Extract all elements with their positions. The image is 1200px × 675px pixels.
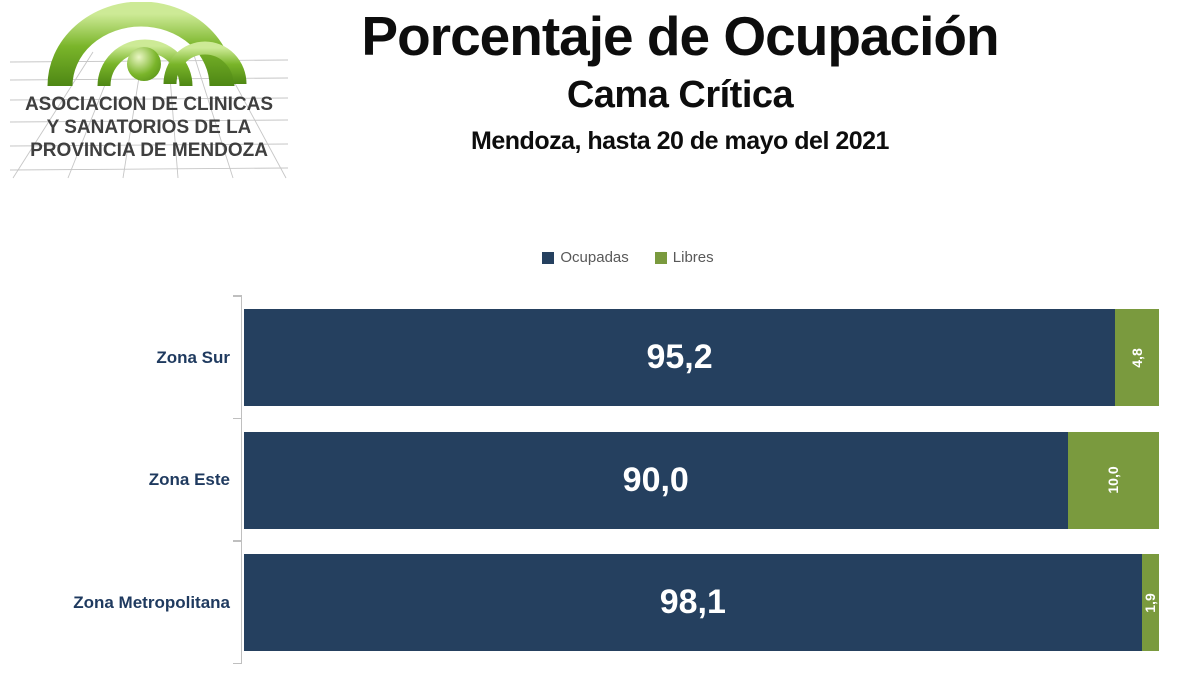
axis-tick: [233, 417, 242, 420]
axis-tick: [233, 295, 242, 297]
legend-item-libres: Libres: [654, 249, 714, 266]
logo-arches-icon: [47, 1, 247, 87]
bar-row-zona-metropolitana: Zona Metropolitana 98,1 1,9: [73, 554, 1159, 652]
logo-text-line-2: Y SANATORIOS DE LA: [47, 117, 252, 138]
bar-row-zona-este: Zona Este 90,0 10,0: [149, 431, 1159, 529]
legend-label-libres: Libres: [672, 249, 714, 266]
axis-tick: [233, 540, 242, 542]
bar-value-occupied: 98,1: [659, 583, 726, 622]
bar-segment-free: 4,8: [1115, 309, 1159, 406]
legend-swatch-ocupadas: [542, 251, 555, 264]
bar-segment-occupied: 95,2: [244, 309, 1116, 406]
bar-value-occupied: 90,0: [622, 460, 689, 499]
axis-tick: [233, 662, 242, 664]
page-subtitle: Cama Crítica: [566, 73, 794, 116]
bar-segment-free: 1,9: [1141, 554, 1159, 652]
bar-segment-free: 10,0: [1067, 431, 1159, 529]
page-title: Porcentaje de Ocupación: [361, 5, 999, 67]
bar-value-occupied: 95,2: [646, 338, 713, 376]
header: Porcentaje de Ocupación Cama Crítica Men…: [300, 0, 1060, 156]
chart-area: Zona Sur 95,2 4,8 Zona Este 90,0 10,0 Zo…: [73, 295, 1159, 664]
legend-item-ocupadas: Ocupadas: [542, 249, 629, 266]
bar-value-free: 4,8: [1129, 347, 1146, 368]
logo-text-line-3: PROVINCIA DE MENDOZA: [30, 140, 268, 161]
page-caption: Mendoza, hasta 20 de mayo del 2021: [471, 127, 889, 156]
bar-segment-occupied: 98,1: [244, 554, 1142, 652]
bar-value-free: 10,0: [1105, 466, 1122, 494]
chart-legend: Ocupadas Libres: [0, 249, 1200, 266]
legend-swatch-libres: [654, 251, 667, 264]
bar-segment-occupied: 90,0: [244, 431, 1068, 529]
bar-value-free: 1,9: [1142, 593, 1159, 613]
legend-label-ocupadas: Ocupadas: [560, 249, 629, 266]
logo-text: ASOCIACION DE CLINICAS Y SANATORIOS DE L…: [25, 94, 273, 161]
bar-row-zona-sur: Zona Sur 95,2 4,8: [156, 309, 1159, 406]
category-label: Zona Este: [148, 470, 230, 490]
association-logo: ASOCIACION DE CLINICAS Y SANATORIOS DE L…: [8, 1, 290, 180]
category-label: Zona Sur: [156, 347, 230, 367]
logo-text-line-1: ASOCIACION DE CLINICAS: [25, 94, 273, 115]
association-logo-graphic: ASOCIACION DE CLINICAS Y SANATORIOS DE L…: [9, 1, 289, 179]
category-label: Zona Metropolitana: [73, 592, 230, 612]
